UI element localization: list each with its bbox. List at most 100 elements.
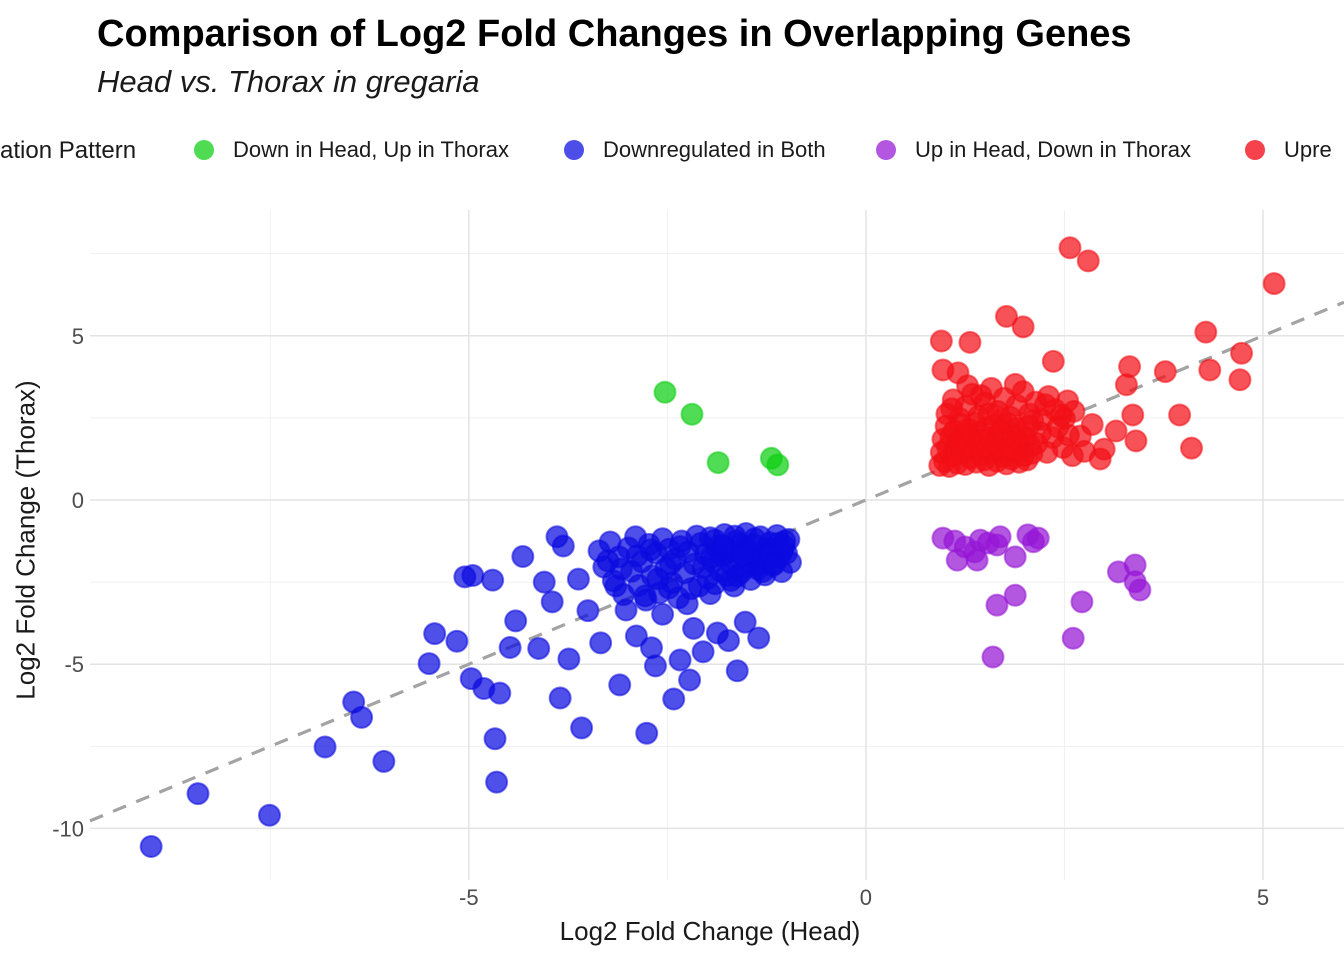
data-point	[481, 568, 505, 592]
data-point	[662, 687, 686, 711]
data-point	[551, 534, 575, 558]
data-point	[646, 567, 670, 591]
data-point	[532, 570, 556, 594]
data-point	[981, 645, 1005, 669]
data-point	[350, 705, 374, 729]
data-point	[527, 636, 551, 660]
data-point	[1026, 526, 1050, 550]
legend: ation Pattern Down in Head, Up in Thorax…	[0, 134, 1344, 168]
data-point	[589, 631, 613, 655]
data-point	[1076, 249, 1100, 273]
legend-item-upregulated-both: Upre	[1245, 134, 1332, 166]
data-point	[548, 686, 572, 710]
green-legend-key-icon	[194, 140, 214, 160]
data-point	[566, 567, 590, 591]
blue-legend-key-icon	[564, 140, 584, 160]
data-point	[643, 654, 667, 678]
data-point	[504, 609, 528, 633]
y-tick-label: -10	[52, 816, 84, 841]
data-point	[958, 330, 982, 354]
data-point	[1020, 441, 1044, 465]
data-point	[691, 640, 715, 664]
data-point	[1128, 578, 1152, 602]
data-point	[576, 599, 600, 623]
y-tick-label: 5	[72, 324, 84, 349]
data-point	[725, 564, 749, 588]
data-point	[511, 544, 535, 568]
data-point	[952, 422, 976, 446]
data-point	[945, 548, 969, 572]
data-point	[733, 610, 757, 634]
data-point	[1228, 368, 1252, 392]
legend-title: ation Pattern	[0, 137, 137, 164]
data-point	[608, 673, 632, 697]
data-point	[1003, 583, 1027, 607]
data-point	[1041, 349, 1065, 373]
data-point	[1056, 423, 1080, 447]
data-point	[1194, 320, 1218, 344]
data-point	[423, 622, 447, 646]
data-point	[498, 635, 522, 659]
data-point	[1153, 360, 1177, 384]
data-point	[725, 659, 749, 683]
legend-item-label: Up in Head, Down in Thorax	[915, 137, 1191, 162]
data-point	[1003, 545, 1027, 569]
legend-item-down-head-up-thorax: Down in Head, Up in Thorax	[194, 134, 509, 166]
data-point	[1262, 272, 1286, 296]
data-point	[1121, 403, 1145, 427]
data-point	[557, 647, 581, 671]
x-axis-title: Log2 Fold Change (Head)	[559, 916, 861, 946]
data-point	[1070, 590, 1094, 614]
data-point	[186, 782, 210, 806]
chart-subtitle: Head vs. Thorax in gregaria	[97, 64, 480, 99]
data-point	[965, 548, 989, 572]
data-point	[488, 681, 512, 705]
data-point	[1198, 358, 1222, 382]
legend-item-up-head-down-thorax: Up in Head, Down in Thorax	[876, 134, 1191, 166]
legend-item-label: Upre	[1284, 137, 1332, 162]
legend-item-label: Downregulated in Both	[603, 137, 826, 162]
data-point	[766, 453, 790, 477]
x-tick-label: 0	[860, 885, 872, 910]
data-point	[1033, 393, 1057, 417]
data-point	[653, 380, 677, 404]
data-point	[706, 451, 730, 475]
data-point	[747, 626, 771, 650]
data-point	[372, 749, 396, 773]
data-point	[1017, 414, 1041, 438]
data-point	[929, 329, 953, 353]
data-point	[743, 527, 767, 551]
data-point	[596, 549, 620, 573]
data-point	[445, 629, 469, 653]
data-point	[1011, 315, 1035, 339]
data-point	[773, 529, 797, 553]
data-point	[678, 668, 702, 692]
data-point	[659, 552, 683, 576]
data-point	[485, 770, 509, 794]
x-tick-label: 5	[1257, 885, 1269, 910]
data-point	[1124, 429, 1148, 453]
data-point	[668, 648, 692, 672]
data-point	[651, 602, 675, 626]
data-point	[639, 538, 663, 562]
red-legend-key-icon	[1245, 140, 1265, 160]
data-point	[483, 727, 507, 751]
data-point	[1230, 341, 1254, 365]
data-point	[570, 716, 594, 740]
data-point	[717, 629, 741, 653]
data-point	[1003, 372, 1027, 396]
purple-legend-key-icon	[876, 140, 896, 160]
data-point	[1058, 236, 1082, 260]
chart-title: Comparison of Log2 Fold Changes in Overl…	[97, 13, 1132, 55]
data-point	[985, 593, 1009, 617]
data-point	[313, 735, 337, 759]
x-tick-label: -5	[459, 885, 479, 910]
data-point	[1180, 436, 1204, 460]
data-point	[1114, 373, 1138, 397]
data-point	[1168, 403, 1192, 427]
legend-item-label: Down in Head, Up in Thorax	[233, 137, 509, 162]
data-point	[988, 525, 1012, 549]
data-point	[682, 616, 706, 640]
data-point	[1080, 412, 1104, 436]
